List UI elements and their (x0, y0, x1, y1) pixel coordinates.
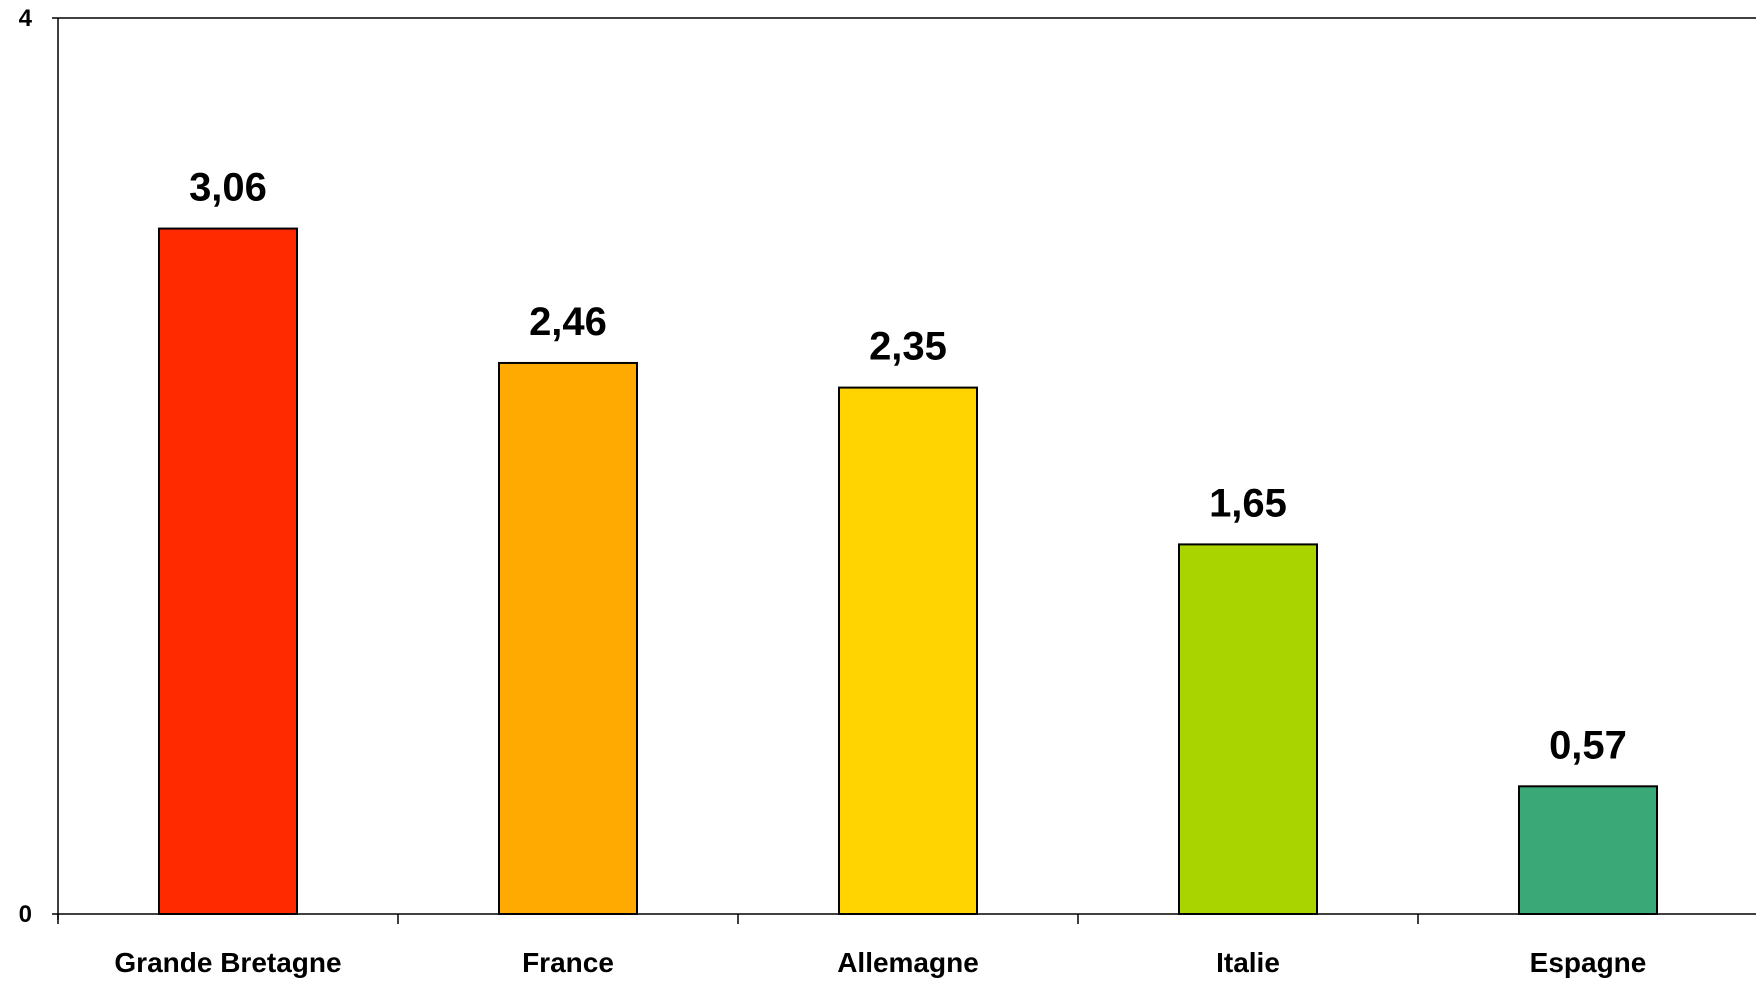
bar-espagne (1518, 785, 1658, 916)
x-category-label: France (522, 947, 614, 978)
data-label: 3,06 (189, 166, 267, 210)
x-category-label: Allemagne (837, 947, 979, 978)
bar-allemagne (838, 386, 978, 916)
x-category-label: Espagne (1530, 947, 1647, 978)
data-label: 0,57 (1549, 723, 1627, 767)
bar-italie (1178, 543, 1318, 916)
x-category-label: Grande Bretagne (114, 947, 341, 978)
data-label: 1,65 (1209, 481, 1287, 525)
bar-grande-bretagne (158, 227, 298, 915)
data-label: 2,46 (529, 300, 607, 344)
y-tick-label: 0 (19, 901, 32, 928)
bar-france (498, 361, 638, 915)
bars (158, 227, 1658, 916)
labels: 3,06 Grande Bretagne 2,46 France 2,35 Allemag… (114, 166, 1646, 978)
x-category-label: Italie (1216, 947, 1280, 978)
data-label: 2,35 (869, 325, 947, 369)
y-tick-label: 4 (19, 5, 33, 32)
